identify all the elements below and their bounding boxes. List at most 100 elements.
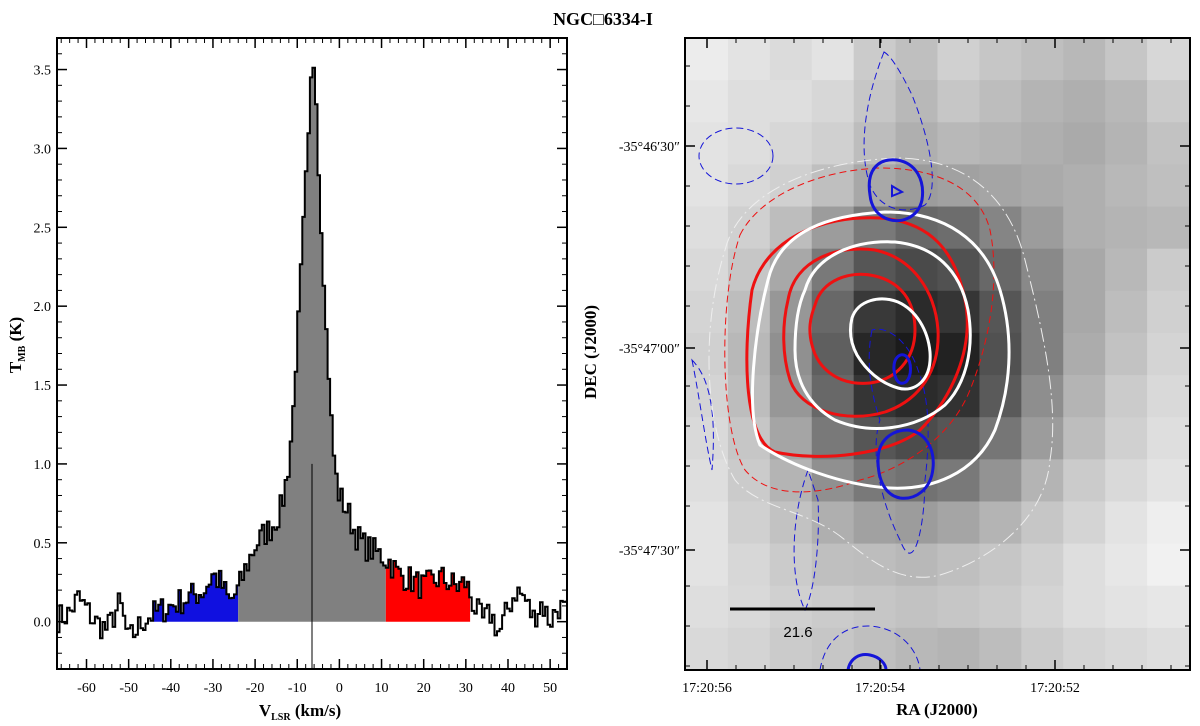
contour-blue-north-peak: [891, 184, 905, 198]
spectrum-x-tick-label: 10: [375, 681, 389, 696]
map-y-tick-label: -35°46′30″: [619, 140, 680, 155]
image-pixel: [727, 417, 771, 460]
image-pixel: [1105, 206, 1148, 250]
map-x-tick-label: 17:20:54: [855, 681, 905, 696]
image-pixel: [937, 38, 981, 81]
image-pixel: [1063, 122, 1106, 165]
image-pixel: [1021, 543, 1064, 587]
spectrum-y-tick-label: 1.5: [34, 379, 52, 394]
image-pixel: [727, 164, 771, 208]
image-pixel: [853, 459, 897, 503]
image-pixel: [895, 375, 939, 418]
image-pixel: [727, 543, 771, 587]
image-pixel: [769, 290, 813, 334]
spectrum-y-tick-label: 3.5: [34, 64, 52, 79]
image-pixel: [686, 206, 729, 250]
image-pixel: [769, 164, 813, 208]
image-pixel: [979, 585, 1022, 629]
spectrum-x-tick-label: -10: [288, 681, 307, 696]
spectrum-x-tick-label: -40: [161, 681, 180, 696]
image-pixel: [811, 543, 855, 587]
image-pixel: [1021, 206, 1064, 250]
image-pixel: [853, 501, 897, 545]
map-y-axis-label: DEC (J2000): [581, 305, 600, 399]
image-pixel: [1147, 80, 1189, 123]
contour-blue-south: [876, 428, 935, 500]
image-pixel: [727, 206, 771, 250]
image-pixel: [1147, 332, 1189, 376]
spectrum-y-tick-label: 2.5: [34, 221, 52, 236]
image-pixel: [1063, 164, 1106, 208]
image-pixel: [895, 585, 939, 629]
image-pixel: [686, 290, 729, 334]
image-pixel: [769, 122, 813, 165]
spectrum-x-tick-label: 40: [501, 681, 515, 696]
contour-red-inner: [808, 272, 917, 385]
image-pixel: [937, 290, 981, 334]
image-pixel: [1147, 164, 1189, 208]
image-pixel: [1105, 248, 1148, 292]
image-pixel: [727, 80, 771, 123]
image-pixel: [686, 375, 729, 418]
image-pixel: [727, 501, 771, 545]
image-pixel: [811, 206, 855, 250]
image-pixel: [686, 332, 729, 376]
image-pixel: [1063, 375, 1106, 418]
image-pixel: [895, 543, 939, 587]
image-pixel: [1105, 164, 1148, 208]
image-pixel: [853, 290, 897, 334]
image-pixel: [686, 80, 729, 123]
spectrum-x-tick-label: 50: [543, 681, 557, 696]
image-pixel: [769, 543, 813, 587]
image-pixel: [1147, 417, 1189, 460]
image-pixel: [1147, 627, 1189, 670]
image-pixel: [686, 585, 729, 629]
image-pixel: [1063, 543, 1106, 587]
image-pixel: [811, 80, 855, 123]
image-pixel: [1105, 332, 1148, 376]
spectrum-x-axis-label: VLSR (km/s): [259, 701, 341, 723]
image-pixel: [1063, 627, 1106, 670]
image-pixel: [1063, 459, 1106, 503]
image-pixel: [1147, 206, 1189, 250]
image-pixel: [1105, 585, 1148, 629]
image-pixel: [1063, 501, 1106, 545]
image-pixel: [727, 585, 771, 629]
image-pixel: [811, 627, 855, 670]
image-pixel: [979, 459, 1022, 503]
image-pixel: [1105, 543, 1148, 587]
image-pixel: [769, 627, 813, 670]
map-y-tick-label: -35°47′00″: [619, 342, 680, 357]
image-pixel: [1105, 627, 1148, 670]
contour-white-middle: [793, 240, 972, 430]
image-pixel: [979, 417, 1022, 460]
image-pixel: [727, 459, 771, 503]
image-pixel: [1021, 80, 1064, 123]
image-pixel: [1147, 38, 1189, 81]
map-x-tick-label: 17:20:56: [682, 681, 732, 696]
image-pixel: [979, 501, 1022, 545]
image-pixel: [727, 248, 771, 292]
image-pixel: [1105, 375, 1148, 418]
image-pixel: [727, 38, 771, 81]
contour-white-inner: [848, 297, 932, 391]
contours: [691, 51, 1054, 670]
image-pixel: [811, 585, 855, 629]
image-pixel: [853, 627, 897, 670]
spectrum-y-tick-label: 2.0: [34, 300, 52, 315]
image-pixel: [1063, 80, 1106, 123]
image-pixel: [979, 543, 1022, 587]
image-pixel: [1021, 248, 1064, 292]
spectrum-x-tick-label: -60: [77, 681, 96, 696]
image-pixel: [853, 332, 897, 376]
spectrum-panel: -60 -50 -40 -30 -20 -10 0 10 20 30 40 50 0.0 0.5 1.0 1.…: [6, 37, 568, 723]
image-pixel: [1063, 38, 1106, 81]
image-pixel: [811, 38, 855, 81]
image-pixel: [979, 248, 1022, 292]
image-pixel: [1021, 38, 1064, 81]
contour-blue-dashed: [698, 127, 774, 185]
image-pixel: [727, 332, 771, 376]
image-pixel: [686, 164, 729, 208]
figure-title: NGC□6334-I: [553, 9, 653, 29]
image-pixel: [1105, 38, 1148, 81]
